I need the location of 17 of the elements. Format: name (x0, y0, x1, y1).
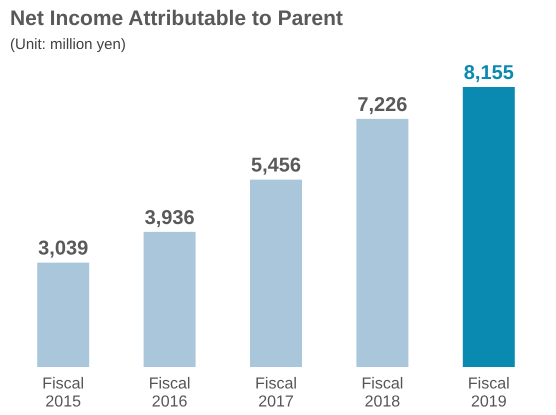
bar (462, 87, 515, 367)
data-label: 3,039 (38, 238, 88, 260)
data-label: 8,155 (464, 62, 514, 84)
bar (250, 180, 302, 367)
x-tick-label: Fiscal 2015 (42, 376, 84, 410)
bar (144, 232, 196, 367)
chart-title: Net Income Attributable to Parent (10, 7, 343, 30)
bar (37, 262, 90, 367)
data-label: 5,456 (250, 154, 302, 177)
bar (356, 118, 408, 367)
x-tick-label: Fiscal 2016 (148, 376, 190, 410)
data-label: 7,226 (357, 94, 408, 116)
x-tick-label: Fiscal 2018 (362, 376, 404, 410)
x-tick-label: Fiscal 2017 (255, 376, 297, 410)
x-tick-label: Fiscal 2019 (468, 376, 510, 410)
data-label: 3,936 (144, 206, 195, 229)
chart-subtitle: (Unit: million yen) (10, 36, 126, 53)
